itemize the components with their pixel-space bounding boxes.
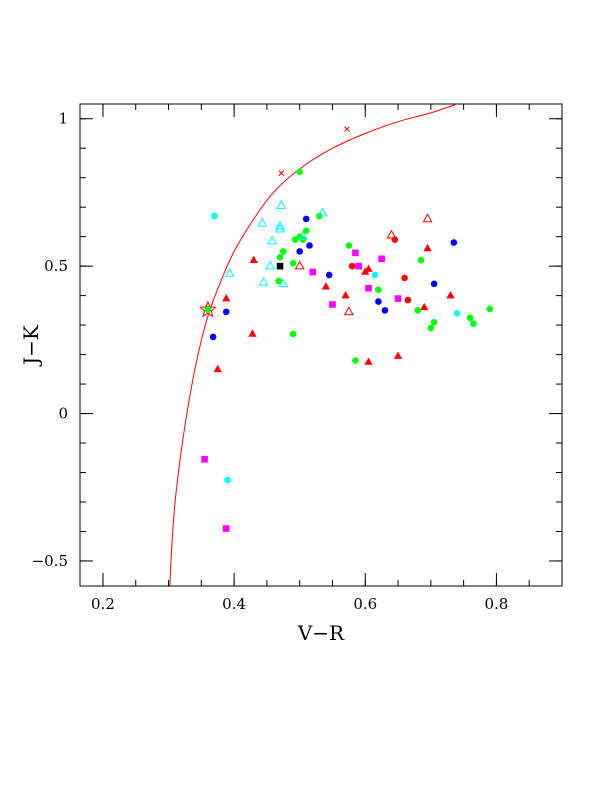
open-triangle-point — [317, 207, 328, 217]
filled-circle-point — [430, 280, 438, 288]
filled-triangle-point — [446, 291, 455, 299]
filled-circle-point — [450, 239, 458, 246]
filled-triangle-point — [364, 357, 373, 365]
filled-circle-point — [275, 277, 283, 285]
filled-circle-point — [375, 286, 382, 294]
filled-circle-point — [222, 308, 230, 316]
filled-circle-point — [466, 314, 474, 322]
open-triangle-point — [386, 229, 397, 239]
filled-circle-point — [325, 271, 333, 279]
filled-circle-point — [453, 310, 461, 317]
data-points — [199, 168, 494, 532]
y-tick-label: 0 — [58, 405, 68, 423]
y-tick-label: 0.5 — [44, 257, 68, 275]
y-tick-label: −0.5 — [32, 552, 68, 570]
open-triangle-point — [343, 306, 354, 316]
filled-circle-point — [427, 324, 435, 332]
open-triangle-point — [275, 223, 286, 233]
filled-triangle-point — [222, 293, 231, 302]
star-center-point — [204, 306, 212, 314]
filled-circle-point — [296, 248, 303, 255]
open-triangle-point — [258, 276, 269, 286]
filled-circle-point — [352, 357, 359, 364]
plot-frame — [79, 103, 563, 587]
filled-square-point — [276, 262, 284, 270]
filled-square-point — [394, 295, 402, 302]
filled-circle-point — [302, 215, 310, 223]
filled-circle-point — [470, 320, 477, 327]
filled-circle-point — [381, 307, 389, 314]
x-tick-label: 0.4 — [222, 595, 246, 613]
filled-circle-point — [391, 236, 399, 243]
filled-triangle-point — [393, 351, 403, 359]
filled-circle-point — [417, 256, 425, 264]
filled-circle-point — [375, 298, 382, 305]
filled-circle-point — [302, 227, 310, 235]
filled-triangle-point — [213, 364, 222, 373]
open-triangle-point — [224, 267, 235, 277]
star-marker — [199, 300, 217, 318]
filled-circle-point — [276, 253, 284, 261]
filled-circle-point — [289, 259, 297, 267]
open-triangle-point — [257, 217, 268, 227]
open-triangle-point — [267, 235, 278, 245]
filled-circle-point — [279, 248, 287, 255]
filled-square-point — [352, 249, 359, 257]
filled-circle-point — [486, 305, 494, 313]
axis-ticks: 0.2 0.4 0.6 0.8 −0.5 0 0.5 1 — [32, 104, 563, 613]
filled-circle-point — [404, 296, 412, 304]
filled-circle-point — [306, 242, 313, 249]
filled-square-point — [365, 284, 372, 292]
open-triangle-point — [297, 231, 308, 240]
y-axis-title: J−K — [19, 324, 43, 367]
filled-circle-point — [348, 262, 356, 270]
filled-triangle-point — [420, 302, 429, 311]
x-tick-label: 0.8 — [484, 595, 508, 613]
filled-circle-point — [401, 274, 408, 282]
filled-square-point — [378, 255, 385, 263]
filled-square-point — [355, 262, 363, 270]
filled-circle-point — [224, 476, 231, 484]
x-tick-label: 0.6 — [353, 595, 377, 613]
filled-circle-point — [430, 318, 438, 326]
x-tick-label: 0.2 — [91, 595, 115, 613]
filled-square-point — [201, 455, 208, 463]
filled-circle-point — [345, 242, 353, 249]
filled-square-point — [329, 301, 336, 308]
filled-triangle-point — [423, 243, 432, 252]
curve-x-marker — [278, 170, 285, 177]
filled-circle-point — [209, 333, 217, 341]
filled-square-point — [309, 268, 317, 276]
filled-circle-point — [371, 271, 379, 279]
y-tick-label: 1 — [58, 110, 68, 128]
open-triangle-point — [294, 260, 305, 270]
filled-circle-point — [289, 330, 297, 338]
open-triangle-point — [265, 260, 276, 270]
open-triangle-point — [276, 200, 287, 209]
model-curve-line — [169, 104, 458, 586]
filled-circle-point — [211, 212, 218, 220]
filled-square-point — [222, 525, 230, 532]
filled-triangle-point — [364, 264, 373, 272]
open-triangle-point — [275, 220, 286, 230]
filled-circle-point — [414, 307, 422, 314]
open-triangle-point — [422, 213, 433, 223]
curve-x-marker — [344, 126, 350, 132]
filled-triangle-point — [321, 282, 331, 290]
filled-circle-point — [296, 168, 303, 176]
model-curve — [169, 104, 458, 586]
filled-triangle-point — [248, 329, 257, 337]
filled-triangle-point — [249, 255, 258, 264]
filled-triangle-point — [341, 291, 350, 299]
open-triangle-point — [278, 278, 289, 288]
x-axis-title: V−R — [297, 621, 345, 645]
